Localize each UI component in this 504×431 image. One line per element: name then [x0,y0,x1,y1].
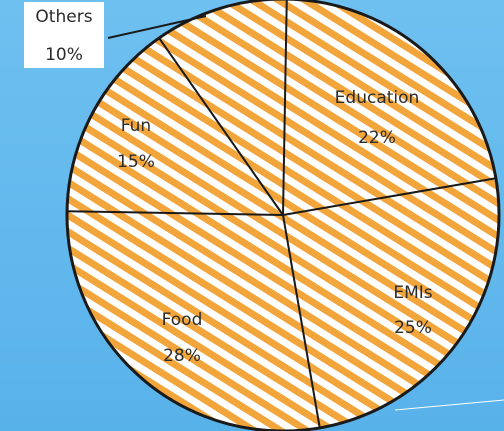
others-label-background [24,2,104,68]
slice-label-emis: EMIs [393,283,432,303]
pie-slice-others [159,0,287,215]
slice-divider-0 [282,0,288,216]
slice-label-education: Education [335,88,420,108]
slice-divider-1 [282,177,497,216]
slice-value-others: 10% [45,45,83,65]
pie-slices [67,0,499,431]
slice-value-education: 22% [358,128,396,148]
slice-labels: Education 22% EMIs 25% Food 28% Fun 15% Others 10… [24,2,433,366]
slice-label-others: Others [35,7,92,27]
pie-slice-education [283,0,496,215]
pie-outline [65,0,501,431]
slice-label-fun: Fun [121,116,151,136]
slice-divider-3 [67,210,284,216]
slice-divider-2 [282,214,321,429]
slice-value-fun: 15% [117,152,155,172]
pie-slice-fun [67,38,283,216]
slice-value-emis: 25% [394,318,432,338]
pie-slice-emis [283,178,499,428]
others-leader-line [107,15,207,39]
slice-divider-4 [158,37,284,216]
slice-dividers [67,0,497,429]
slice-value-food: 28% [163,346,201,366]
pie-slice-food [67,211,320,431]
decorative-line [394,399,504,411]
slice-label-food: Food [162,310,203,330]
